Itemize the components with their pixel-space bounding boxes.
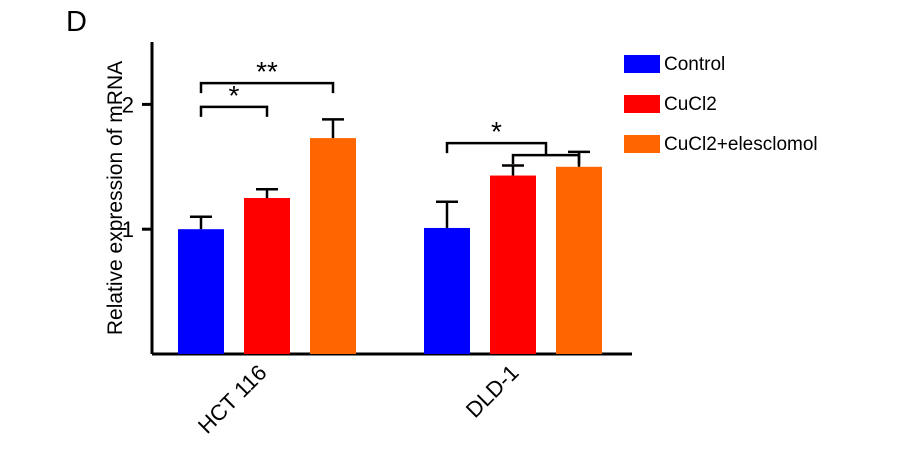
significance-bracket bbox=[445, 141, 548, 156]
bar bbox=[490, 175, 536, 354]
significance-bracket bbox=[199, 81, 335, 94]
panel-label: D bbox=[66, 6, 87, 38]
bar bbox=[556, 166, 602, 354]
legend-swatch bbox=[624, 135, 660, 153]
y-tick-label: 1 bbox=[122, 217, 134, 242]
y-axis-label: Relative expression of mRNA bbox=[104, 61, 127, 335]
significance-sub-bracket bbox=[511, 153, 581, 165]
bar bbox=[244, 198, 290, 354]
legend-swatch bbox=[624, 55, 660, 73]
bar bbox=[310, 138, 356, 354]
chart-bars bbox=[178, 138, 602, 354]
x-category-label: HCT 116 bbox=[193, 360, 271, 438]
significance-label: ** bbox=[256, 56, 278, 87]
chart-error-bars bbox=[190, 118, 590, 230]
x-category-label: DLD-1 bbox=[461, 360, 524, 423]
legend-label: CuCl2+elesclomol bbox=[664, 134, 818, 155]
y-tick-label: 2 bbox=[122, 92, 134, 117]
chart-significance-brackets: **** bbox=[199, 56, 581, 165]
bar bbox=[424, 227, 470, 354]
legend-label: Control bbox=[664, 54, 725, 75]
significance-bracket bbox=[199, 105, 269, 117]
legend-label: CuCl2 bbox=[664, 94, 717, 115]
legend-swatch bbox=[624, 95, 660, 113]
chart-legend: Control CuCl2 CuCl2+elesclomol bbox=[624, 54, 818, 155]
significance-label: * bbox=[229, 80, 240, 111]
significance-label: * bbox=[491, 116, 502, 147]
bar bbox=[178, 229, 224, 354]
